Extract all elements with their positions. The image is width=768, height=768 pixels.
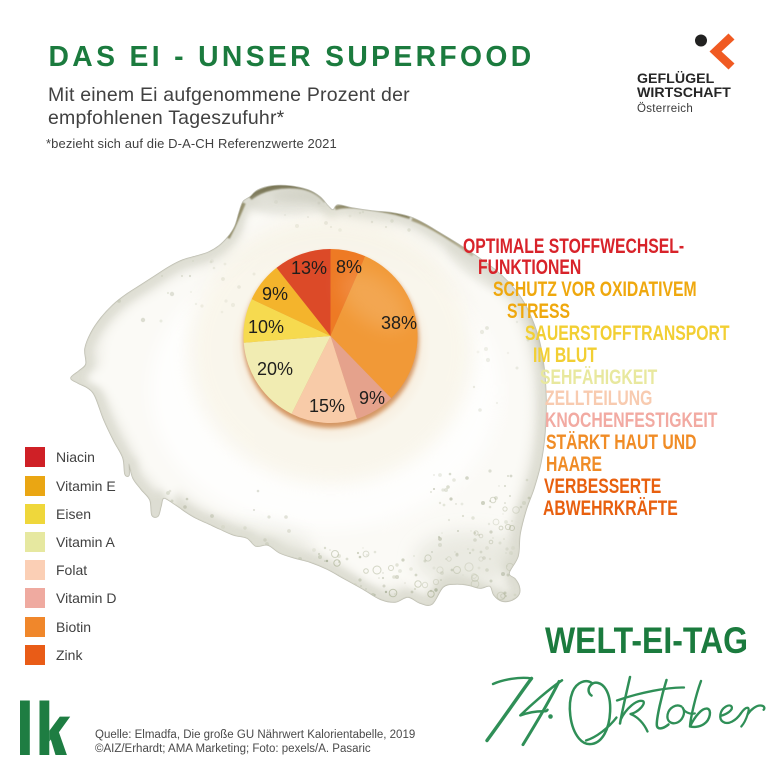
- svg-text:13%: 13%: [291, 258, 327, 278]
- svg-text:15%: 15%: [309, 396, 345, 416]
- svg-text:9%: 9%: [359, 388, 385, 408]
- svg-text:9%: 9%: [262, 284, 288, 304]
- svg-text:10%: 10%: [248, 317, 284, 337]
- svg-text:38%: 38%: [381, 313, 417, 333]
- svg-text:8%: 8%: [336, 257, 362, 277]
- svg-text:20%: 20%: [257, 359, 293, 379]
